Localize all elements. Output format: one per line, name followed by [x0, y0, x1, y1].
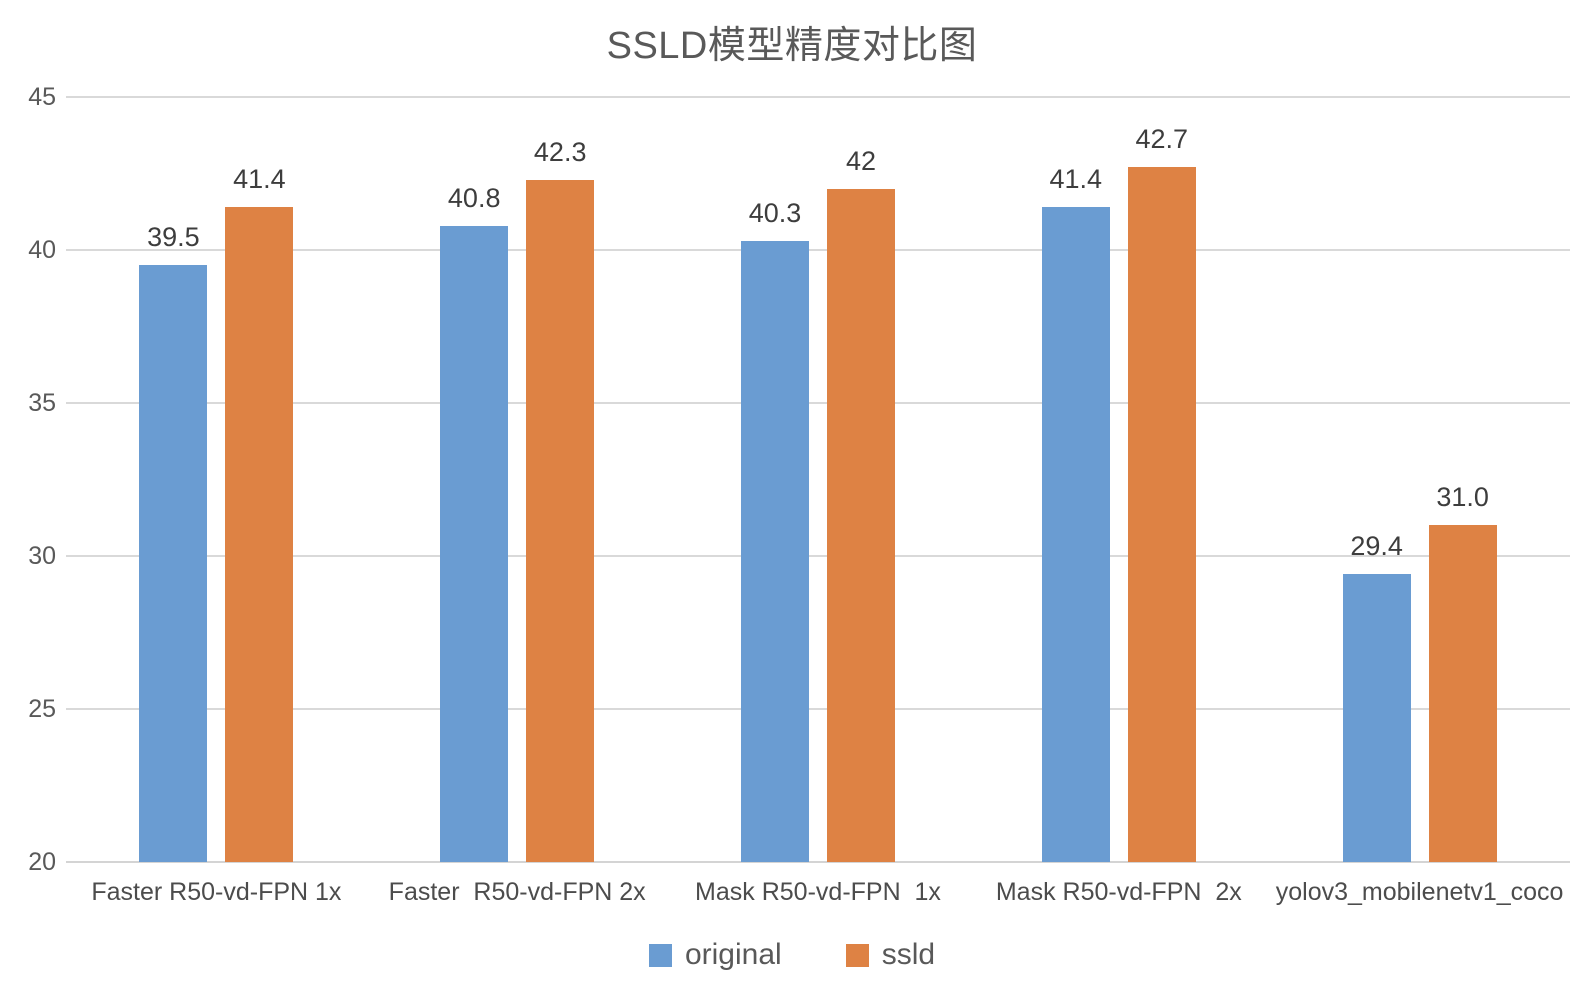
y-axis-tick-label: 45	[28, 83, 56, 111]
legend-swatch-ssld	[845, 943, 869, 967]
bar-value-label: 29.4	[1350, 531, 1403, 562]
bar-value-label: 41.4	[233, 164, 286, 195]
gridline	[66, 402, 1570, 404]
gridline	[66, 708, 1570, 710]
legend-item-original: original	[648, 938, 782, 972]
legend-swatch-original	[648, 943, 672, 967]
bar-ssld	[1428, 525, 1497, 862]
x-axis-category-label: Faster R50-vd-FPN 2x	[388, 878, 646, 906]
bar-value-label: 40.8	[447, 182, 501, 213]
legend-label-original: original	[684, 938, 782, 971]
gridline	[66, 96, 1570, 98]
bar-value-label: 41.4	[1049, 164, 1103, 195]
x-axis-category-label: yolov3_mobilenetv1_coco	[1275, 878, 1564, 906]
y-axis-tick-label: 30	[28, 542, 56, 570]
bar-value-label: 39.5	[147, 222, 200, 253]
y-axis-tick-label: 40	[28, 236, 56, 264]
bar-value-label: 42.3	[533, 136, 587, 167]
y-axis-tick-label: 25	[28, 695, 56, 723]
bar-original	[139, 265, 208, 862]
y-axis-tick-label: 35	[28, 389, 56, 417]
bar-ssld	[827, 188, 895, 862]
legend-label-ssld: ssld	[881, 938, 936, 971]
bar-value-label: 42.7	[1135, 124, 1189, 155]
bar-original	[741, 240, 809, 862]
legend: original ssld	[0, 938, 1584, 972]
plot-area: 20 25 30 35 40 45 39.5 41.4 Faster R50-vd-FPN 1x…	[28, 83, 1570, 906]
bar-ssld	[526, 179, 595, 862]
bar-ssld	[225, 207, 294, 862]
bar-value-label: 40.3	[748, 197, 802, 228]
gridline	[66, 249, 1570, 251]
gridline	[66, 555, 1570, 557]
bar-value-label: 42	[845, 145, 877, 176]
bar-value-label: 31.0	[1436, 482, 1489, 513]
x-axis-category-label: Mask R50-vd-FPN 1x	[695, 878, 941, 906]
legend-item-ssld: ssld	[845, 938, 936, 972]
x-axis-category-label: Faster R50-vd-FPN 1x	[91, 878, 342, 906]
bar-ssld	[1127, 167, 1196, 862]
bar-original	[440, 225, 509, 862]
bar-original	[1041, 207, 1110, 862]
x-axis-category-label: Mask R50-vd-FPN 2x	[995, 878, 1242, 906]
chart-title: SSLD模型精度对比图	[606, 25, 978, 67]
y-axis-tick-label: 20	[28, 848, 56, 876]
gridline	[66, 861, 1570, 863]
bar-original	[1342, 574, 1411, 862]
